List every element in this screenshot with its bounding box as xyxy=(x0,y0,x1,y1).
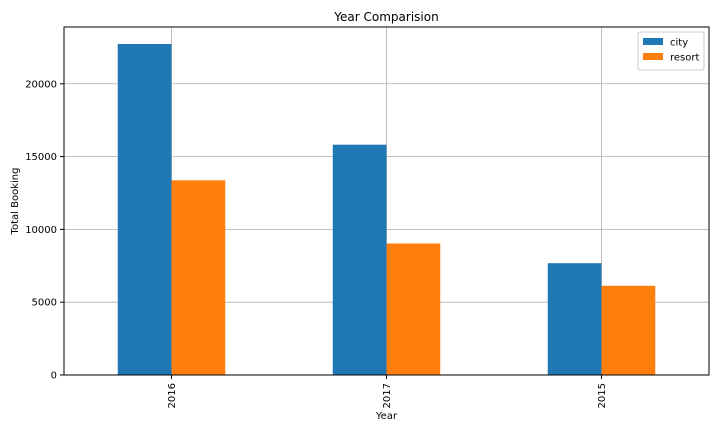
legend-swatch-resort xyxy=(643,53,663,60)
y-tick-label: 10000 xyxy=(25,225,57,236)
x-axis-ticks: 2016 2017 2015 xyxy=(167,375,608,408)
bars xyxy=(117,43,656,375)
bar-city-2017 xyxy=(332,144,387,375)
y-tick-label: 5000 xyxy=(32,298,57,309)
y-tick-label: 0 xyxy=(51,371,57,382)
legend-items: city resort xyxy=(643,38,699,64)
bar-resort-2017 xyxy=(386,243,441,375)
x-tick-label: 2016 xyxy=(167,383,178,408)
legend-label-city: city xyxy=(670,38,688,49)
bar-resort-2016 xyxy=(171,180,226,375)
y-tick-label: 20000 xyxy=(25,79,57,90)
x-tick-label: 2015 xyxy=(597,383,608,408)
bar-city-2016 xyxy=(117,43,172,375)
y-tick-label: 15000 xyxy=(25,152,57,163)
y-axis-label: Total Booking xyxy=(10,168,21,236)
legend: city resort xyxy=(637,31,705,71)
x-axis-label: Year xyxy=(375,411,398,422)
chart-title: Year Comparision xyxy=(333,10,438,24)
bar-resort-2015 xyxy=(601,285,656,375)
y-axis-ticks: 0 5000 10000 15000 20000 xyxy=(25,79,64,382)
legend-swatch-city xyxy=(643,38,663,45)
x-tick-label: 2017 xyxy=(382,383,393,408)
bar-city-2015 xyxy=(547,263,602,375)
legend-label-resort: resort xyxy=(670,53,699,64)
